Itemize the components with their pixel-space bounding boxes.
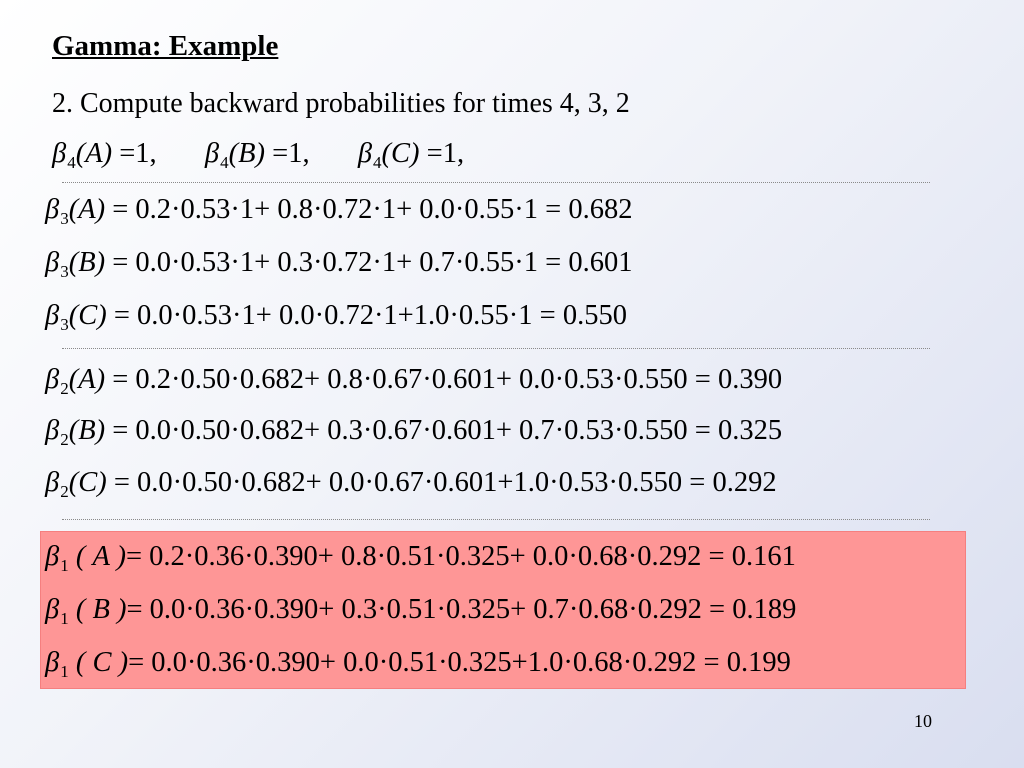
separator — [62, 182, 930, 183]
separator — [62, 519, 930, 520]
beta4-a: β4(A) =1, — [52, 138, 157, 172]
slide-title: Gamma: Example — [52, 30, 279, 62]
equation-beta1-a: β1 ( A )= 0.2·0.36·0.390+ 0.8·0.51·0.325… — [45, 541, 796, 575]
slide-subtitle: 2. Compute backward probabilities for ti… — [52, 88, 630, 119]
equation-beta3-b: β3(B) = 0.0·0.53·1+ 0.3·0.72·1+ 0.7·0.55… — [45, 247, 633, 281]
equation-beta3-a: β3(A) = 0.2·0.53·1+ 0.8·0.72·1+ 0.0·0.55… — [45, 194, 633, 228]
separator — [62, 348, 930, 349]
page-number: 10 — [914, 711, 932, 731]
equation-beta2-c: β2(C) = 0.0·0.50·0.682+ 0.0·0.67·0.601+1… — [45, 467, 777, 501]
equation-beta3-c: β3(C) = 0.0·0.53·1+ 0.0·0.72·1+1.0·0.55·… — [45, 300, 627, 334]
beta4-b: β4(B) =1, — [204, 138, 310, 172]
beta4-equations: β4(A) =1, β4(B) =1, β4(C) =1, — [52, 138, 465, 172]
equation-beta1-b: β1 ( B )= 0.0·0.36·0.390+ 0.3·0.51·0.325… — [45, 594, 797, 628]
equation-beta2-b: β2(B) = 0.0·0.50·0.682+ 0.3·0.67·0.601+ … — [45, 415, 783, 449]
equation-beta1-c: β1 ( C )= 0.0·0.36·0.390+ 0.0·0.51·0.325… — [45, 647, 791, 681]
equation-beta2-a: β2(A) = 0.2·0.50·0.682+ 0.8·0.67·0.601+ … — [45, 364, 783, 398]
beta4-c: β4(C) =1, — [357, 138, 465, 172]
beta1-highlight-box — [40, 531, 966, 689]
